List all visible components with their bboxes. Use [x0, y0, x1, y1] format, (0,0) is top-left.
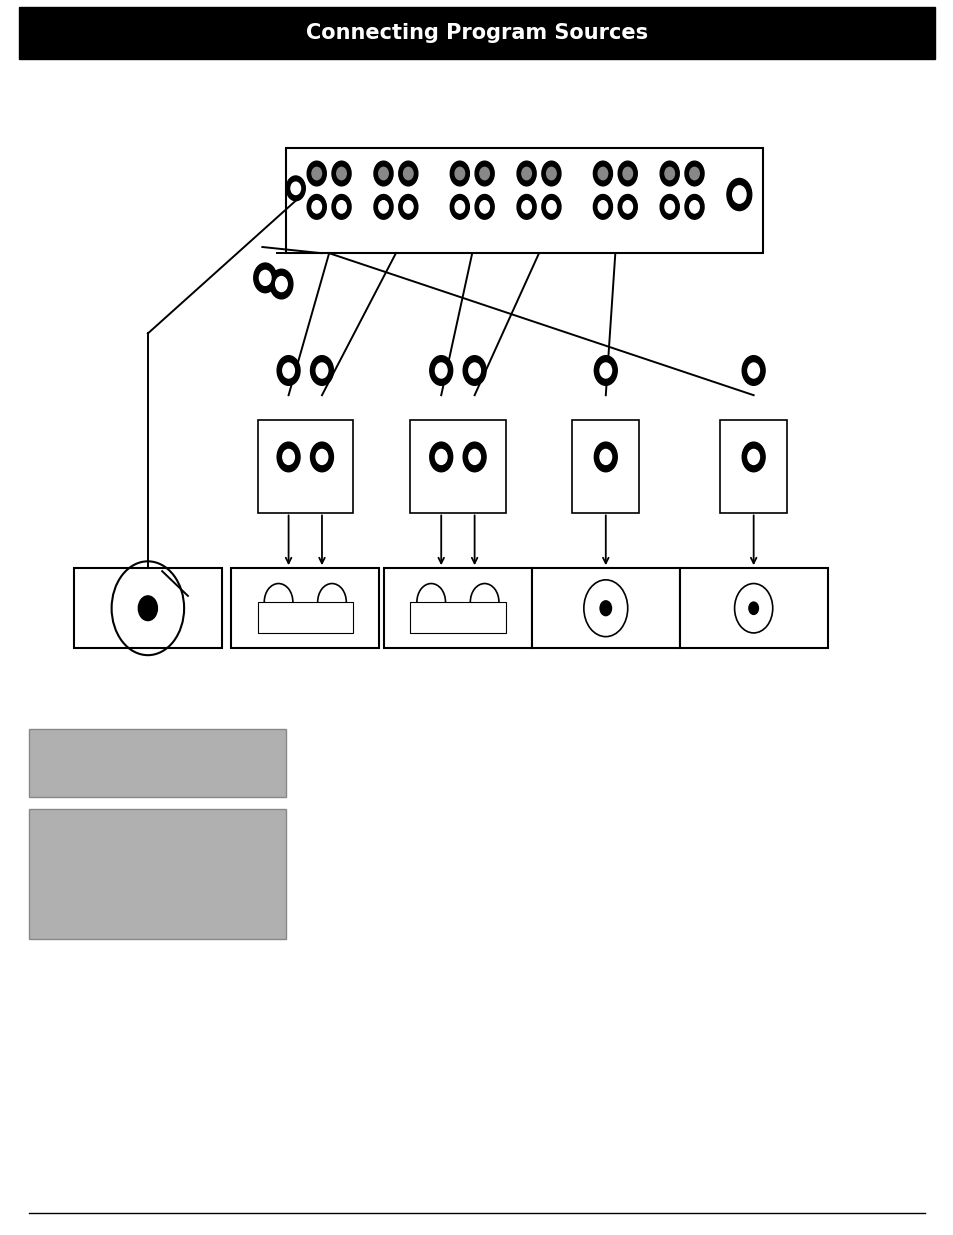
Circle shape [398, 194, 417, 220]
Circle shape [689, 168, 699, 180]
Circle shape [277, 442, 299, 472]
Circle shape [429, 442, 452, 472]
Circle shape [599, 601, 611, 616]
Circle shape [741, 356, 764, 385]
Circle shape [741, 442, 764, 472]
Circle shape [684, 162, 703, 185]
Circle shape [479, 201, 489, 212]
Circle shape [689, 201, 699, 212]
Bar [679, 568, 826, 648]
Circle shape [541, 194, 560, 220]
Circle shape [599, 450, 611, 464]
Circle shape [270, 269, 293, 299]
Circle shape [378, 168, 388, 180]
Bar [531, 568, 679, 648]
Circle shape [659, 194, 679, 220]
Circle shape [450, 162, 469, 185]
Bar [720, 420, 786, 513]
Circle shape [312, 201, 321, 212]
Circle shape [315, 450, 328, 464]
Circle shape [332, 162, 351, 185]
Circle shape [332, 194, 351, 220]
Circle shape [517, 162, 536, 185]
Circle shape [599, 363, 611, 378]
Circle shape [664, 201, 674, 212]
Circle shape [594, 442, 617, 472]
Circle shape [747, 363, 759, 378]
Circle shape [479, 168, 489, 180]
Circle shape [435, 363, 447, 378]
Circle shape [748, 603, 758, 615]
Circle shape [311, 442, 334, 472]
Bar [29, 809, 286, 939]
Bar [410, 420, 505, 513]
Text: Connecting Program Sources: Connecting Program Sources [306, 23, 647, 43]
Circle shape [286, 175, 305, 200]
Circle shape [378, 201, 388, 212]
Circle shape [307, 194, 326, 220]
Circle shape [462, 356, 485, 385]
Circle shape [521, 201, 531, 212]
Circle shape [282, 450, 294, 464]
Circle shape [455, 168, 464, 180]
Circle shape [475, 194, 494, 220]
Circle shape [593, 194, 612, 220]
Circle shape [622, 168, 632, 180]
Circle shape [336, 201, 346, 212]
Circle shape [275, 277, 287, 291]
Circle shape [618, 194, 637, 220]
Circle shape [312, 168, 321, 180]
Circle shape [546, 168, 556, 180]
Bar [410, 603, 505, 634]
Circle shape [622, 201, 632, 212]
Circle shape [374, 194, 393, 220]
Circle shape [659, 162, 679, 185]
Circle shape [253, 263, 276, 293]
Circle shape [726, 179, 751, 211]
Circle shape [684, 194, 703, 220]
Bar [257, 420, 353, 513]
Circle shape [336, 168, 346, 180]
Circle shape [374, 162, 393, 185]
Bar [286, 148, 762, 253]
Circle shape [259, 270, 271, 285]
Bar [19, 7, 934, 59]
Circle shape [521, 168, 531, 180]
Bar [572, 420, 639, 513]
Circle shape [593, 162, 612, 185]
Circle shape [455, 201, 464, 212]
Circle shape [291, 182, 300, 194]
Circle shape [277, 356, 299, 385]
Circle shape [429, 356, 452, 385]
Circle shape [311, 356, 334, 385]
Circle shape [732, 186, 745, 204]
Circle shape [307, 162, 326, 185]
Circle shape [468, 450, 480, 464]
Circle shape [546, 201, 556, 212]
Circle shape [138, 597, 157, 621]
Circle shape [403, 168, 413, 180]
Circle shape [475, 162, 494, 185]
Circle shape [315, 363, 328, 378]
Circle shape [282, 363, 294, 378]
Circle shape [462, 442, 485, 472]
Bar [231, 568, 378, 648]
Circle shape [598, 201, 607, 212]
Circle shape [398, 162, 417, 185]
Circle shape [403, 201, 413, 212]
Circle shape [618, 162, 637, 185]
Circle shape [541, 162, 560, 185]
Circle shape [450, 194, 469, 220]
Circle shape [468, 363, 480, 378]
Circle shape [664, 168, 674, 180]
Bar [74, 568, 221, 648]
Bar [383, 568, 531, 648]
Circle shape [517, 194, 536, 220]
Bar [257, 603, 353, 634]
Circle shape [747, 450, 759, 464]
Bar [29, 729, 286, 797]
Circle shape [598, 168, 607, 180]
Circle shape [435, 450, 447, 464]
Circle shape [594, 356, 617, 385]
